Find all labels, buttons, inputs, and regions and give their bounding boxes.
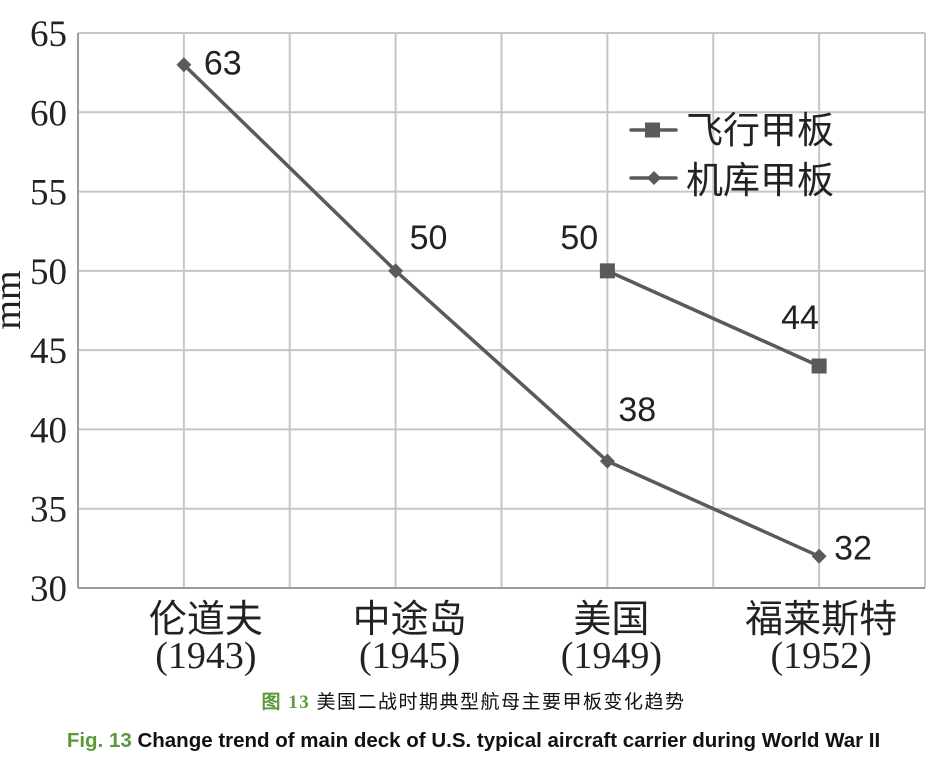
caption-english: Fig. 13 Change trend of main deck of U.S… bbox=[0, 727, 947, 755]
y-tick-label: 65 bbox=[30, 14, 67, 55]
legend-diamond-marker bbox=[647, 171, 661, 185]
hangar-deck-line bbox=[182, 62, 821, 559]
hangar-deck-value-label-3: 32 bbox=[834, 529, 872, 567]
legend-label-hangar-deck: 机库甲板 bbox=[686, 161, 834, 202]
hangar-deck-value-label-0: 63 bbox=[204, 45, 242, 83]
caption-cn-text: 美国二战时期典型航母主要甲板变化趋势 bbox=[316, 692, 686, 713]
grid-lines bbox=[78, 32, 926, 588]
y-tick-labels: 30 35 40 45 50 55 60 65 bbox=[30, 14, 67, 610]
hangar-deck-point-3 bbox=[811, 548, 827, 564]
x-tick-labels: 伦道夫(1943) 中途岛(1945) 美国(1949) 福莱斯特(1952) bbox=[149, 599, 897, 677]
caption-en-figure-number: Fig. 13 bbox=[66, 729, 132, 752]
legend-square-marker bbox=[645, 122, 660, 138]
flight-deck-value-label-3: 44 bbox=[781, 299, 819, 337]
series bbox=[176, 57, 827, 564]
y-tick-label: 55 bbox=[30, 173, 67, 214]
hangar-deck-point-0 bbox=[176, 57, 192, 73]
y-tick-label: 45 bbox=[30, 331, 67, 372]
x-tick-label: 美国 bbox=[573, 599, 649, 641]
x-tick-sublabel: (1952) bbox=[770, 635, 871, 677]
flight-deck-point-3 bbox=[811, 358, 827, 374]
y-tick-label: 60 bbox=[30, 93, 67, 134]
hangar-deck-value-label-2: 38 bbox=[618, 391, 656, 429]
y-tick-label: 30 bbox=[30, 569, 67, 610]
y-axis-label: mm bbox=[0, 270, 29, 329]
x-tick-label: 中途岛 bbox=[353, 599, 467, 641]
legend: 飞行甲板 机库甲板 bbox=[629, 111, 834, 202]
y-tick-label: 40 bbox=[30, 410, 67, 451]
flight-deck-point-2 bbox=[599, 263, 615, 279]
flight-deck-value-label-2: 50 bbox=[560, 219, 598, 257]
legend-label-flight-deck: 飞行甲板 bbox=[686, 111, 834, 152]
hangar-deck-point-2 bbox=[599, 453, 615, 469]
hangar-deck-value-label-1: 50 bbox=[410, 219, 448, 257]
legend-item-hangar-deck: 机库甲板 bbox=[629, 161, 834, 202]
caption-cn-figure-number: 图 13 bbox=[261, 692, 311, 713]
caption-en-text: Change trend of main deck of U.S. typica… bbox=[137, 729, 881, 752]
x-tick-sublabel: (1949) bbox=[561, 635, 662, 677]
y-tick-label: 35 bbox=[30, 490, 67, 531]
line-chart: 30 35 40 45 50 55 60 65 mm 伦道夫(1943) 中途岛(1945) 美国… bbox=[0, 14, 926, 677]
x-tick-label: 福莱斯特 bbox=[745, 599, 897, 641]
x-tick-label: 伦道夫 bbox=[149, 599, 263, 641]
caption-chinese: 图 13 美国二战时期典型航母主要甲板变化趋势 bbox=[0, 690, 947, 716]
axes bbox=[77, 33, 925, 589]
legend-item-flight-deck: 飞行甲板 bbox=[629, 111, 834, 152]
x-tick-sublabel: (1943) bbox=[155, 635, 256, 677]
x-tick-sublabel: (1945) bbox=[359, 635, 460, 677]
hangar-deck-point-1 bbox=[388, 263, 404, 279]
y-tick-label: 50 bbox=[30, 252, 67, 293]
flight-deck-line bbox=[605, 269, 821, 368]
data-labels: 50 44 63 50 38 32 bbox=[204, 45, 872, 568]
